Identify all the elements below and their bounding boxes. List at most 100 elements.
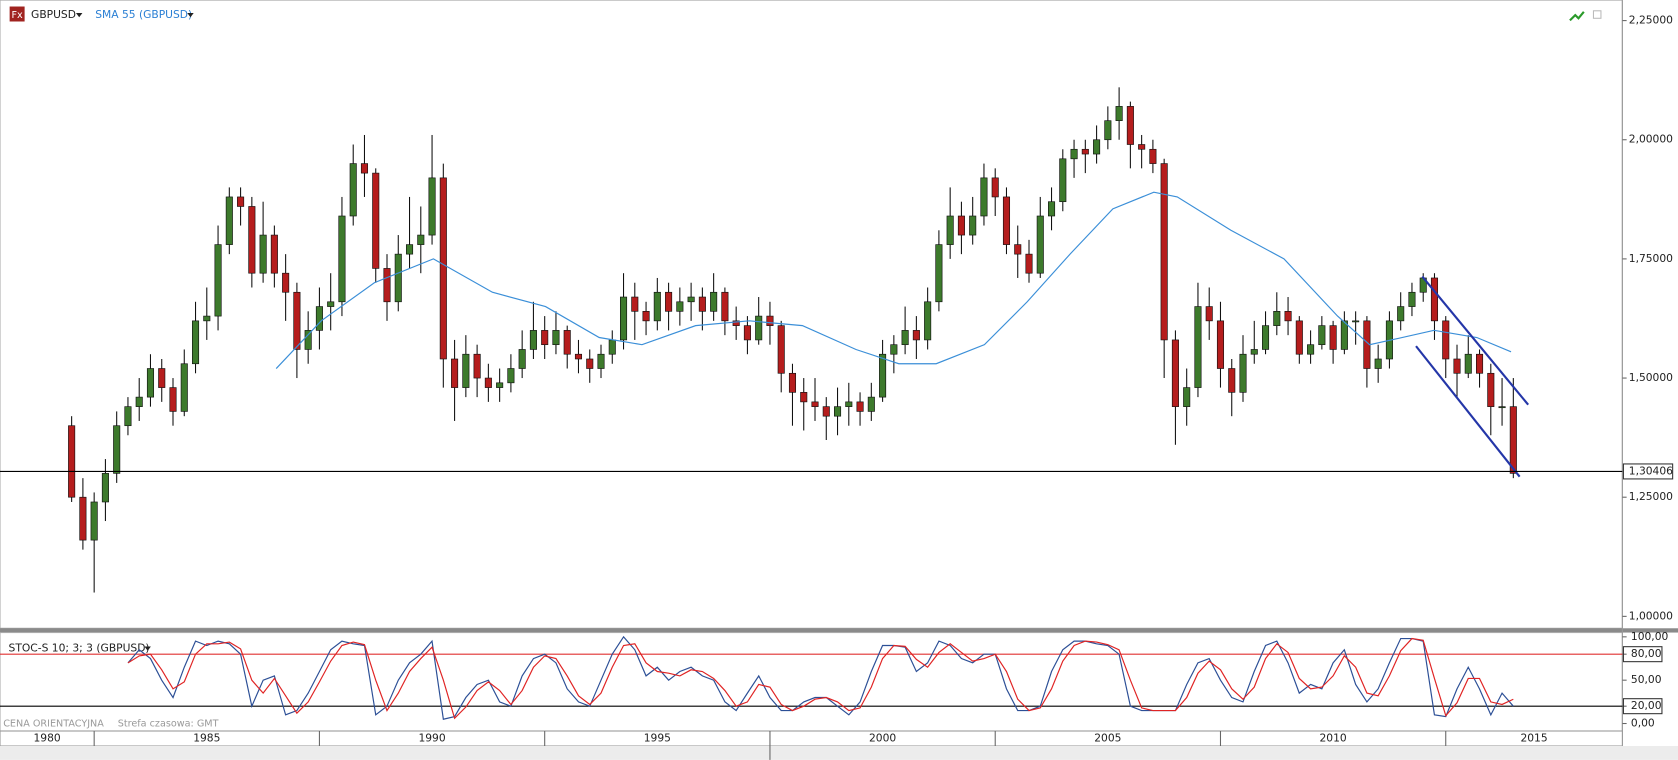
candle-body xyxy=(676,301,684,312)
candle-body xyxy=(856,401,864,412)
candle-body xyxy=(394,253,402,303)
candle-body xyxy=(1048,201,1056,217)
candle-body xyxy=(428,177,436,236)
candle-body xyxy=(79,496,87,541)
x-tick-label: 2015 xyxy=(1520,732,1547,745)
candle-body xyxy=(788,372,797,393)
candle-body xyxy=(1025,253,1033,274)
y-tick-label: 2,25000 xyxy=(1629,14,1673,27)
candle-body xyxy=(969,215,977,236)
candle-body xyxy=(90,501,98,541)
x-tick-label: 1995 xyxy=(644,732,671,745)
candle-body xyxy=(529,330,537,350)
candle-body xyxy=(1352,320,1360,323)
candle-body xyxy=(180,363,188,412)
y-tick-label: 50,00 xyxy=(1631,673,1662,686)
candle-body xyxy=(1250,349,1258,355)
candle-body xyxy=(1295,320,1303,355)
candle-body xyxy=(101,473,109,503)
dropdown[interactable] xyxy=(144,646,151,651)
x-tick-label: 1980 xyxy=(33,732,60,745)
candle-body xyxy=(687,296,695,303)
candle-body xyxy=(1183,387,1191,407)
candle-body xyxy=(1509,406,1517,474)
trend-icon[interactable] xyxy=(1569,11,1585,22)
candle-body xyxy=(777,325,785,374)
candle-body xyxy=(259,234,267,274)
level-box xyxy=(1622,698,1663,715)
level-box xyxy=(1622,646,1663,663)
candle-body xyxy=(191,320,200,365)
candle-body xyxy=(1487,372,1495,407)
candle-body xyxy=(766,315,774,326)
candle-body xyxy=(552,330,560,346)
x-tick-label: 2005 xyxy=(1094,732,1121,745)
candle-body xyxy=(541,330,549,346)
close-icon[interactable] xyxy=(1592,10,1602,19)
candle-body xyxy=(912,330,920,341)
candle-body xyxy=(1442,320,1450,360)
candle-body xyxy=(991,177,999,198)
candle-body xyxy=(293,291,301,350)
candle-body xyxy=(755,315,763,341)
y-tick-label: 20,00 xyxy=(1631,699,1662,712)
candle-body xyxy=(462,353,470,388)
candle-body xyxy=(1115,106,1123,122)
sma-line xyxy=(275,191,1512,369)
candle-body xyxy=(811,401,819,407)
candle-body xyxy=(225,196,233,245)
dropdown[interactable] xyxy=(75,12,83,18)
y-tick-label: 0,00 xyxy=(1631,717,1655,730)
symbol-icon[interactable] xyxy=(9,6,25,22)
candle-body xyxy=(1059,158,1067,203)
dropdown[interactable] xyxy=(187,12,194,18)
candle-body xyxy=(710,291,718,312)
candle-body xyxy=(1284,311,1292,322)
candle-body xyxy=(732,320,740,326)
candle-body xyxy=(1318,325,1326,346)
candle-body xyxy=(946,215,954,245)
candle-body xyxy=(980,177,988,217)
timezone: Strefa czasowa: GMT xyxy=(118,719,219,730)
candle-body xyxy=(484,377,492,388)
y-tick-label: 100,00 xyxy=(1631,630,1669,643)
indicator-name[interactable]: SMA 55 (GBPUSD) xyxy=(95,8,192,21)
candle-body xyxy=(349,163,357,217)
trendline xyxy=(1421,275,1530,406)
candle-body xyxy=(146,368,155,398)
stoch-line xyxy=(127,635,1514,720)
candle-body xyxy=(1014,244,1022,255)
candle-body xyxy=(1228,368,1236,393)
stoch-line xyxy=(127,637,1514,720)
candle-body xyxy=(1397,306,1405,322)
candle-body xyxy=(1160,163,1168,341)
candle-body xyxy=(834,406,842,417)
x-tick-label: 2000 xyxy=(869,732,896,745)
candle-body xyxy=(68,425,76,498)
y-tick-label: 1,50000 xyxy=(1629,371,1673,384)
candle-body xyxy=(496,382,504,388)
candle-body xyxy=(124,406,132,427)
candle-body xyxy=(1070,148,1078,160)
y-tick-label: 2,00000 xyxy=(1629,133,1673,146)
candle-body xyxy=(1453,358,1461,374)
symbol[interactable]: GBPUSD xyxy=(31,8,76,21)
candle-body xyxy=(1149,148,1157,164)
candle-body xyxy=(304,330,312,350)
candle-body xyxy=(1464,353,1472,374)
candle-body xyxy=(665,291,673,312)
candle-body xyxy=(507,368,515,384)
candle-body xyxy=(631,296,639,312)
time-axis xyxy=(0,730,1623,747)
candle-body xyxy=(338,215,346,303)
candle-body xyxy=(360,163,369,174)
stoch-title[interactable]: STOC-S 10; 3; 3 (GBPUSD) xyxy=(9,642,150,655)
candle-body xyxy=(169,387,177,412)
candle-body xyxy=(1476,353,1484,374)
candle-body xyxy=(1002,196,1011,245)
candle-body xyxy=(822,406,830,417)
candle-body xyxy=(417,234,425,245)
